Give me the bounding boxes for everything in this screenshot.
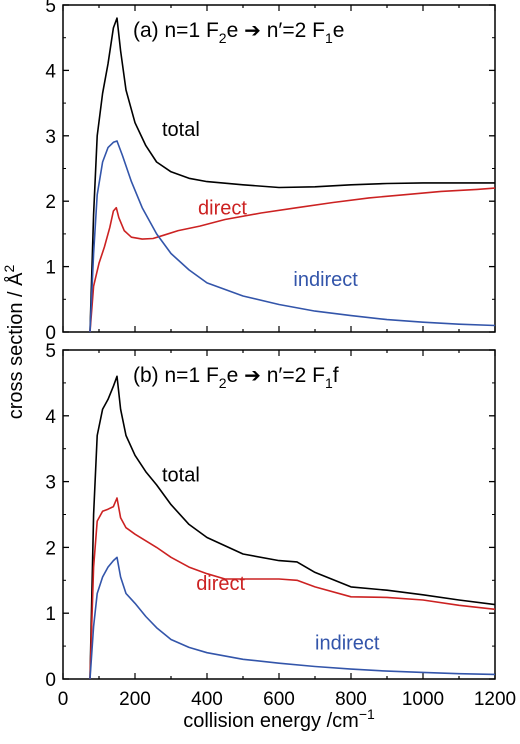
- series-line-direct: [89, 497, 496, 680]
- x-tick-label: 1200: [474, 689, 516, 710]
- series-line-direct: [89, 187, 496, 333]
- series-line-total: [89, 17, 495, 333]
- x-tick-label: 600: [263, 689, 295, 710]
- y-tick-label: 1: [45, 258, 56, 279]
- series-label-total: total: [162, 119, 200, 141]
- x-tick-label: 800: [335, 689, 367, 710]
- series-line-indirect: [89, 140, 496, 333]
- y-tick-label: 0: [45, 670, 56, 691]
- y-tick-label: 1: [45, 604, 56, 625]
- series-label-direct: direct: [198, 197, 247, 219]
- panel-title: (b) n=1 F2e ➔ n′=2 F1f: [133, 364, 339, 391]
- y-tick-label: 0: [45, 323, 56, 344]
- panel-b: 0 1 2 3 4 5 0 200 400 600 800 1000 1200 total direct in…: [45, 341, 516, 732]
- series-line-total: [89, 375, 496, 680]
- series-line-indirect: [89, 556, 496, 680]
- y-tick-label: 5: [45, 341, 56, 362]
- x-axis-title: collision energy /cm−1: [183, 706, 375, 732]
- panel-a: 0 1 2 3 4 5 total direct indirect (a) n=1 F2e ➔ n…: [45, 0, 496, 344]
- series-label-total: total: [162, 465, 200, 487]
- plot-frame: [62, 349, 496, 680]
- plot-frame: [62, 4, 496, 333]
- series-label-direct: direct: [196, 573, 245, 595]
- x-tick-label: 0: [58, 689, 69, 710]
- y-tick-label: 4: [45, 407, 56, 428]
- y-tick-label: 2: [45, 192, 56, 213]
- series-label-indirect: indirect: [315, 632, 380, 654]
- y-tick-label: 4: [45, 61, 56, 82]
- panel-title: (a) n=1 F2e ➔ n′=2 F1e: [133, 19, 344, 46]
- x-tick-label: 1000: [402, 689, 444, 710]
- y-axis-title-text: cross section / Å: [4, 272, 27, 419]
- series-label-indirect: indirect: [293, 269, 358, 291]
- x-tick-label: 400: [191, 689, 223, 710]
- x-tick-label: 200: [119, 689, 151, 710]
- y-tick-label: 3: [45, 127, 56, 148]
- y-axis-title-sup: 2: [1, 265, 17, 273]
- y-tick-label: 5: [45, 0, 56, 17]
- y-tick-label: 2: [45, 538, 56, 559]
- y-tick-label: 3: [45, 473, 56, 494]
- y-axis-title: cross section / Å2: [1, 265, 27, 420]
